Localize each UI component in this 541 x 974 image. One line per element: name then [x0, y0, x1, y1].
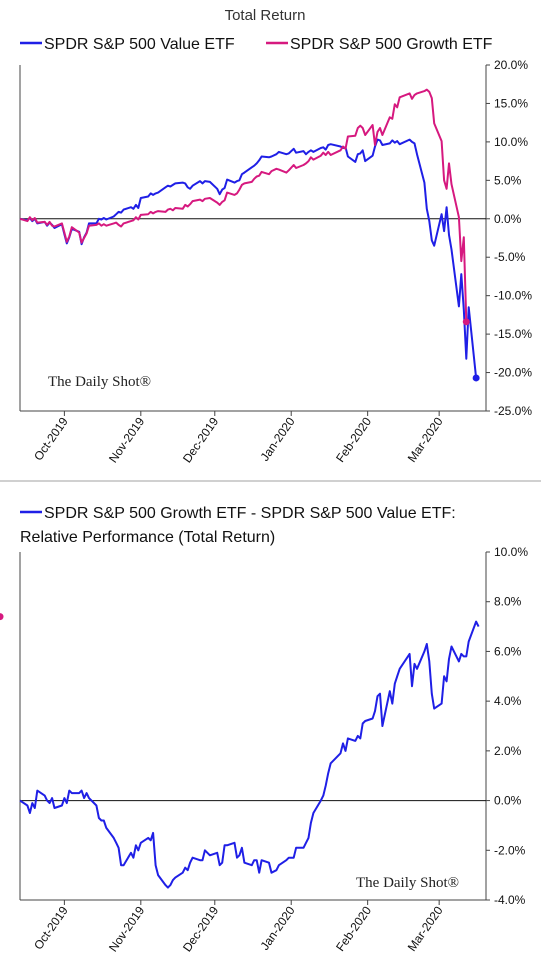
y-tick-label: 20.0%: [494, 58, 528, 72]
y-tick-label: -4.0%: [494, 893, 526, 907]
series-endpoint-0: [0, 613, 4, 621]
y-tick-label: 4.0%: [494, 694, 522, 708]
x-tick-label: Mar-2020: [405, 414, 446, 464]
y-tick-label: 5.0%: [494, 173, 522, 187]
watermark-logo: The Daily Shot®: [48, 374, 151, 390]
legend-label-relative-line2: Relative Performance (Total Return): [20, 529, 275, 546]
y-tick-label: 15.0%: [494, 96, 528, 110]
series-line-0: [19, 138, 478, 379]
chart2-series: [0, 613, 480, 889]
series-endpoint-0: [472, 374, 480, 382]
chart-divider: [0, 480, 541, 482]
legend-label-value: SPDR S&P 500 Value ETF: [44, 36, 235, 53]
series-line-1: [19, 88, 468, 322]
series-line-0: [19, 620, 480, 889]
y-tick-label: -25.0%: [494, 404, 532, 418]
y-tick-label: -20.0%: [494, 366, 532, 380]
x-tick-label: Dec-2019: [180, 414, 221, 465]
y-tick-label: 0.0%: [494, 212, 522, 226]
watermark-logo: The Daily Shot®: [356, 875, 459, 891]
y-tick-label: -2.0%: [494, 843, 526, 857]
relative-performance-chart-svg: SPDR S&P 500 Growth ETF - SPDR S&P 500 V…: [0, 505, 528, 954]
y-tick-label: 6.0%: [494, 644, 522, 658]
x-tick-label: Nov-2019: [106, 903, 147, 954]
x-tick-label: Feb-2020: [333, 903, 374, 953]
y-tick-label: 2.0%: [494, 744, 522, 758]
chart1-tick-labels: 20.0% 15.0% 10.0% 5.0% 0.0% -5.0% -10.0% -15.0%…: [31, 58, 532, 465]
chart1-axes: [19, 64, 490, 416]
y-tick-label: -5.0%: [494, 250, 526, 264]
y-tick-label: 10.0%: [494, 135, 528, 149]
y-tick-label: 8.0%: [494, 595, 522, 609]
x-tick-label: Jan-2020: [258, 903, 298, 952]
y-tick-label: -15.0%: [494, 327, 532, 341]
total-return-chart-svg: Total Return SPDR S&P 500 Value ETF SPDR…: [19, 7, 532, 465]
x-tick-label: Feb-2020: [333, 414, 374, 464]
y-tick-label: -10.0%: [494, 289, 532, 303]
series-endpoint-1: [462, 318, 470, 326]
x-tick-label: Oct-2019: [31, 414, 71, 463]
total-return-chart: Total Return SPDR S&P 500 Value ETF SPDR…: [0, 0, 541, 478]
x-tick-label: Oct-2019: [31, 903, 71, 952]
legend-label-relative-line1: SPDR S&P 500 Growth ETF - SPDR S&P 500 V…: [44, 505, 456, 522]
x-tick-label: Jan-2020: [258, 414, 298, 463]
legend-label-growth: SPDR S&P 500 Growth ETF: [290, 36, 493, 53]
x-tick-label: Nov-2019: [106, 414, 147, 465]
chart1-series: [19, 88, 480, 382]
x-tick-label: Dec-2019: [180, 903, 221, 954]
chart2-axes: [19, 551, 490, 905]
y-tick-label: 10.0%: [494, 545, 528, 559]
y-tick-label: 0.0%: [494, 794, 522, 808]
x-tick-label: Mar-2020: [405, 903, 446, 953]
chart1-title: Total Return: [225, 7, 306, 24]
relative-performance-chart: SPDR S&P 500 Growth ETF - SPDR S&P 500 V…: [0, 484, 541, 969]
chart2-tick-labels: 10.0% 8.0% 6.0% 4.0% 2.0% 0.0% -2.0% -4.0% Oct-2…: [31, 545, 528, 954]
